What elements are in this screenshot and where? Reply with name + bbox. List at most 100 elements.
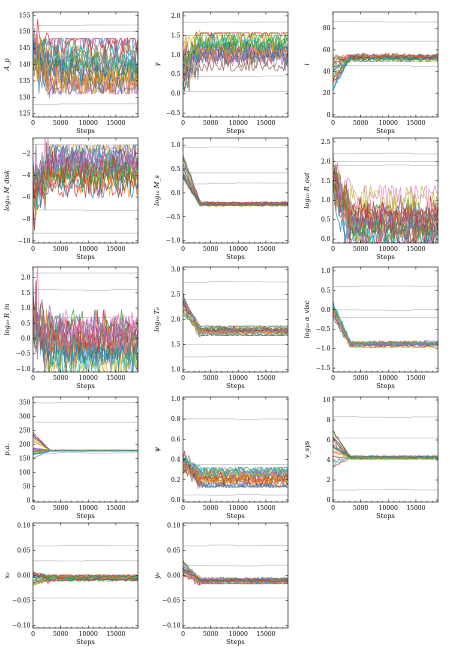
y-tick-label: 145	[19, 45, 31, 52]
reference-walker	[33, 289, 138, 291]
x-tick-label: 15000	[256, 505, 275, 512]
y-tick-label: 0.0	[171, 91, 181, 98]
x-tick-label: 10000	[379, 375, 398, 382]
y-tick-label: 140	[19, 62, 31, 69]
trace-lines	[183, 21, 288, 93]
y-tick-label: −4	[22, 172, 31, 179]
walker-trace	[333, 308, 438, 348]
walker-trace	[33, 27, 138, 57]
axes-frame	[32, 137, 139, 244]
walker-trace	[183, 35, 288, 64]
x-axis-label: Steps	[76, 512, 94, 520]
y-tick-label: −0.10	[162, 623, 181, 630]
x-tick-label: 5000	[203, 375, 218, 382]
trace-panel-4: 0 5000 10000 15000 −10 −8 −6 −4 −2 Steps log₁₀ M_d…	[3, 137, 139, 261]
y-tick-label: 0.5	[21, 320, 31, 327]
y-tick-label: −2	[22, 150, 31, 157]
walker-trace	[333, 311, 438, 348]
trace-lines	[183, 146, 288, 207]
x-tick-label: 0	[31, 246, 35, 253]
y-tick-label: 50	[23, 484, 31, 491]
x-tick-label: 0	[31, 120, 35, 127]
walker-trace	[333, 164, 438, 243]
walker-trace	[333, 430, 438, 460]
walker-trace	[183, 41, 288, 91]
y-tick-label: 1.5	[171, 342, 181, 349]
walker-trace	[33, 299, 138, 364]
y-tick-label: 2	[327, 477, 331, 484]
walker-trace	[333, 54, 438, 87]
walker-trace	[183, 575, 288, 586]
y-tick-label: 1.0	[171, 396, 181, 403]
y-tick-label: 350	[19, 400, 31, 407]
x-tick-label: 0	[181, 631, 185, 638]
reference-walker	[33, 401, 138, 404]
walker-trace	[183, 158, 288, 206]
y-tick-label: −10	[18, 238, 31, 245]
reference-walker	[183, 146, 288, 149]
y-tick-label: 150	[19, 456, 31, 463]
x-tick-label: 15000	[106, 631, 125, 638]
y-axis-label: i	[303, 63, 311, 65]
x-tick-label: 0	[31, 505, 35, 512]
y-tick-label: 0.0	[171, 190, 181, 197]
x-axis-label: Steps	[376, 382, 394, 390]
x-tick-label: 5000	[53, 246, 68, 253]
x-axis-label: Steps	[226, 127, 244, 135]
x-tick-label: 10000	[229, 246, 248, 253]
y-tick-label: 1.0	[171, 52, 181, 59]
trace-lines	[333, 285, 438, 349]
x-tick-label: 10000	[229, 631, 248, 638]
trace-panel-6: 0 5000 10000 15000 0.0 0.5 1.0 1.5 2.0 2.5 Steps lo…	[303, 137, 439, 261]
y-axis-label: ψ	[153, 446, 161, 452]
axes-frame	[182, 137, 289, 244]
trace-panel-1: 0 5000 10000 15000 125 130 135 140 145 150 155 Step…	[3, 11, 139, 135]
x-axis-label: Steps	[226, 638, 244, 646]
walker-trace	[183, 455, 288, 481]
x-axis-label: Steps	[226, 253, 244, 261]
axes-frame	[182, 11, 289, 118]
reference-walker	[333, 65, 438, 67]
y-tick-label: 155	[19, 12, 31, 19]
x-tick-label: 10000	[79, 120, 98, 127]
y-axis-label: log₁₀ M_disk	[3, 170, 11, 211]
y-tick-label: 4	[327, 457, 331, 464]
x-tick-label: 0	[181, 120, 185, 127]
reference-walker	[183, 494, 288, 496]
reference-walker	[333, 20, 438, 23]
y-axis-label: log₁₀ R_in	[3, 304, 11, 336]
x-tick-label: 15000	[106, 375, 125, 382]
x-tick-label: 15000	[406, 246, 425, 253]
y-tick-label: 0	[327, 112, 331, 119]
y-tick-label: −0.5	[16, 351, 31, 358]
trace-lines	[183, 418, 288, 496]
x-axis-label: Steps	[226, 382, 244, 390]
x-tick-label: 5000	[203, 631, 218, 638]
y-tick-label: −0.5	[166, 110, 181, 117]
x-tick-label: 15000	[406, 505, 425, 512]
walker-trace	[183, 297, 288, 330]
x-axis-label: Steps	[376, 512, 394, 520]
y-tick-label: 1.0	[321, 268, 331, 275]
walker-trace	[33, 34, 138, 95]
y-tick-label: 300	[19, 414, 31, 421]
y-tick-label: 6	[327, 437, 331, 444]
reference-walker	[183, 75, 288, 77]
y-axis-label: log₁₀ α_visc	[303, 300, 311, 338]
y-tick-label: −6	[22, 194, 31, 201]
x-tick-label: 10000	[379, 505, 398, 512]
y-tick-label: 80	[323, 25, 331, 32]
y-tick-label: 130	[19, 94, 31, 101]
walker-trace	[183, 52, 288, 92]
x-tick-label: 15000	[406, 375, 425, 382]
x-tick-label: 15000	[256, 246, 275, 253]
walker-trace	[33, 574, 138, 580]
x-tick-label: 5000	[53, 120, 68, 127]
y-tick-label: 0.8	[171, 416, 181, 423]
x-tick-label: 5000	[53, 375, 68, 382]
trace-panel-7: 0 5000 10000 15000 −1.0 −0.5 0.0 0.5 1.0 1.5 2.0 St…	[3, 266, 139, 390]
x-tick-label: 10000	[79, 246, 98, 253]
trace-panel-10: 0 5000 10000 15000 0 50 100 150 200 250 300 350 Step…	[3, 396, 139, 520]
trace-lines	[33, 138, 138, 234]
